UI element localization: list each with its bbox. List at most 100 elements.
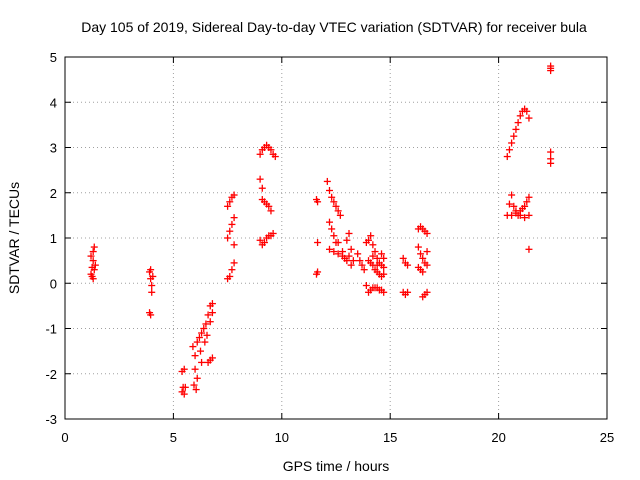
data-point (267, 146, 275, 154)
data-point (89, 257, 97, 265)
data-point (336, 211, 344, 219)
data-point (328, 225, 336, 233)
data-point (332, 202, 340, 210)
data-point (521, 202, 529, 210)
data-point (230, 191, 238, 199)
data-point (195, 334, 203, 342)
data-point (423, 288, 431, 296)
data-point (547, 159, 555, 167)
data-point (204, 311, 212, 319)
data-point (343, 257, 351, 265)
data-point (339, 248, 347, 256)
data-point (91, 261, 99, 269)
axis-ticks: 0 5 10 15 20 25 -3 -2 -1 0 1 2 3 4 5 (45, 50, 614, 445)
data-point (193, 338, 201, 346)
data-point (419, 254, 427, 262)
data-point (314, 268, 322, 276)
data-point (90, 243, 98, 251)
y-tick-label: -1 (45, 322, 57, 337)
data-point (180, 365, 188, 373)
y-tick-label: 4 (50, 95, 57, 110)
data-point (203, 331, 211, 339)
data-point (87, 252, 95, 260)
data-point (197, 347, 204, 355)
data-point (373, 254, 381, 262)
data-point (226, 272, 234, 280)
data-point (147, 311, 155, 319)
x-tick-label: 15 (383, 430, 397, 445)
data-point (200, 325, 208, 332)
data-point (525, 114, 533, 122)
data-point (271, 153, 279, 161)
data-point (334, 207, 342, 215)
data-point (362, 282, 370, 290)
data-point (423, 261, 431, 269)
data-point (547, 67, 555, 75)
data-point (89, 275, 97, 283)
data-point (417, 250, 425, 258)
data-point (189, 343, 197, 351)
grid-lines (65, 57, 607, 419)
data-point (547, 148, 555, 156)
data-point (201, 338, 209, 346)
data-point (360, 266, 368, 274)
data-point (508, 139, 516, 147)
data-point (256, 175, 264, 183)
data-point (516, 211, 524, 219)
data-point (523, 107, 531, 115)
data-point (230, 214, 238, 222)
data-point (349, 257, 357, 265)
data-point (181, 383, 189, 391)
data-point (325, 186, 333, 194)
data-point (265, 202, 273, 210)
data-point (330, 232, 338, 240)
y-tick-label: 0 (50, 276, 57, 291)
data-point (373, 261, 381, 269)
data-point (505, 200, 513, 208)
data-point (330, 198, 338, 206)
data-point (334, 250, 342, 258)
data-point (512, 125, 520, 133)
data-point (423, 229, 431, 237)
data-point (404, 261, 412, 269)
data-point (206, 318, 214, 326)
x-tick-label: 25 (600, 430, 614, 445)
data-point (230, 259, 238, 267)
data-point (404, 288, 412, 296)
x-tick-label: 10 (275, 430, 289, 445)
y-tick-label: -2 (45, 367, 57, 382)
data-point (369, 252, 377, 260)
data-point (423, 248, 431, 256)
data-point (208, 309, 216, 317)
data-point (514, 119, 522, 127)
data-point (226, 227, 234, 235)
data-point (192, 386, 200, 394)
data-point (354, 250, 362, 258)
data-point (414, 243, 422, 251)
data-point (202, 320, 210, 328)
data-point (226, 198, 234, 206)
y-tick-label: 2 (50, 186, 57, 201)
data-point (419, 268, 427, 276)
x-tick-label: 0 (61, 430, 68, 445)
data-point (178, 388, 186, 396)
data-point (208, 354, 216, 362)
data-point (367, 232, 375, 240)
x-tick-label: 20 (491, 430, 505, 445)
data-point (510, 202, 518, 210)
data-point (224, 234, 232, 242)
y-axis-label: SDTVAR / TECUs (6, 182, 22, 294)
data-point (325, 245, 333, 253)
data-point (198, 358, 206, 366)
data-point (508, 191, 516, 199)
data-point (399, 254, 407, 262)
data-point (323, 177, 331, 185)
data-point (267, 207, 275, 215)
data-point (328, 193, 336, 201)
data-point (525, 245, 533, 253)
data-point (525, 211, 533, 219)
data-point (503, 153, 511, 161)
data-point (380, 263, 388, 271)
data-point (314, 239, 322, 247)
